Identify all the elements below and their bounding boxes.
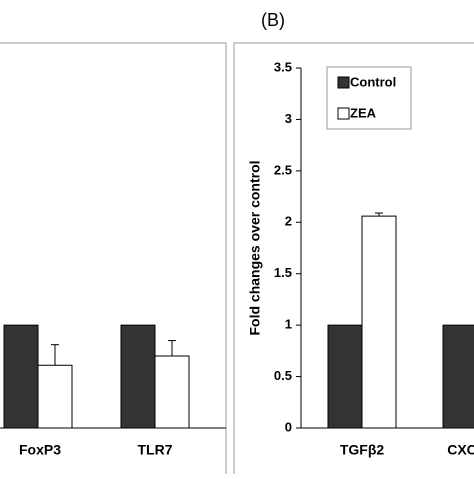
panel-b-frame [233, 42, 474, 479]
x-tick-label-b-0: TGFβ2 [340, 442, 385, 458]
y-tick-label-2: 1 [285, 317, 292, 332]
bar-a-control-tlr7 [120, 324, 156, 429]
legend-label-control: Control [350, 74, 396, 89]
y-tick-label-1: 0.5 [274, 368, 292, 383]
panel-label: (B) [261, 10, 285, 30]
legend-label-zea: ZEA [350, 105, 377, 120]
y-tick-label-0: 0 [285, 419, 292, 434]
bar-b-zea-0 [361, 215, 397, 429]
bar-b-control-1 [442, 324, 474, 429]
y-tick-label-3: 1.5 [274, 265, 292, 280]
y-axis-label: Fold changes over control [247, 160, 263, 335]
bar-a-zea-foxp3 [37, 364, 73, 429]
legend-swatch-control [337, 76, 350, 89]
bar-a-zea-tlr7 [154, 355, 190, 429]
y-tick-label-4: 2 [285, 214, 292, 229]
y-tick-label-6: 3 [285, 111, 292, 126]
bar-b-control-0 [327, 324, 363, 429]
y-tick-label-5: 2.5 [274, 162, 292, 177]
y-tick-label-7: 3.5 [274, 59, 292, 74]
panel-a-frame [0, 42, 227, 479]
bar-a-control-foxp3 [3, 324, 39, 429]
x-tick-label-a-foxp3: FoxP3 [19, 442, 61, 458]
x-tick-label-a-tlr7: TLR7 [138, 442, 173, 458]
legend: Control ZEA [326, 66, 412, 130]
legend-swatch-zea [337, 107, 350, 120]
x-tick-label-b-1: CXC [447, 442, 474, 458]
